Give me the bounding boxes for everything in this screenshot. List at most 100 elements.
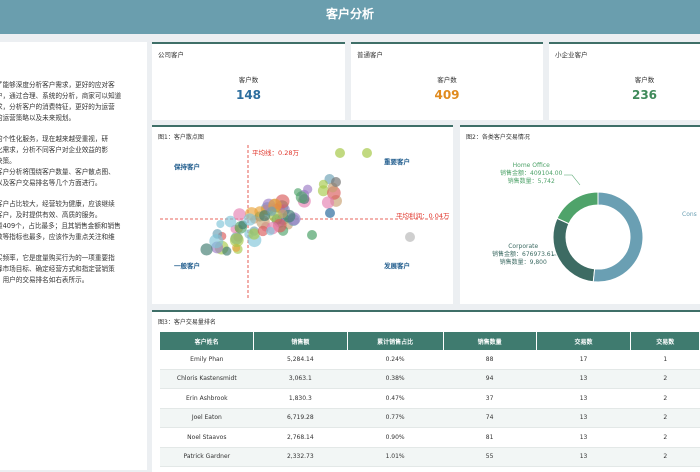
table-cell: Patrick Gardner (160, 447, 254, 467)
column-header: 交易数 (536, 332, 631, 350)
bubble (331, 177, 341, 187)
table-panel: 图3：客户交易量排名 客户姓名销售额累计销售占比销售数量交易数交易数 Emily… (152, 310, 700, 472)
table-cell: 13 (536, 389, 631, 409)
kpi-label: 客户数 (351, 74, 543, 84)
donut-segment (593, 192, 643, 282)
paragraph: 了能够深度分析客户需求，更好的应对客户，通过合理、系统的分析，商家可以知道求，分… (0, 80, 143, 124)
text-line: 择市场目标、确定经营方式和指定营销策 (0, 264, 143, 275)
text-line: 的个性化服务，现在越来越受重视，研 (0, 134, 143, 145)
table-cell: 0.47% (347, 389, 443, 409)
bubble (222, 247, 231, 256)
text-line: 户，通过合理、系统的分析，商家可以知道 (0, 91, 143, 102)
table-row: Sally Hughsby3,376.791.16%93132 (160, 467, 700, 472)
table-cell: Sally Hughsby (160, 467, 254, 472)
kpi-card: 小企业客户 客户数 236 (549, 42, 700, 120)
bubble (319, 180, 328, 189)
title-bar: 客户分析 (0, 0, 700, 34)
table-cell: Emily Phan (160, 350, 254, 369)
bubble (278, 209, 287, 218)
kpi-title: 普通客户 (357, 49, 383, 59)
avg-label: 平均线：0.28万 (252, 147, 299, 157)
table-cell: 81 (443, 428, 536, 448)
table-cell: 1,830.3 (254, 389, 347, 409)
legend-label: Home Office 销售金额：409104.00 销售数量：5,742 (500, 162, 562, 186)
bubble (209, 234, 223, 248)
table-cell: 2,332.73 (254, 447, 347, 467)
text-line: 化需求，分析不同客户对企业效益的影 (0, 145, 143, 156)
bubble (267, 206, 276, 215)
quadrant-label: 保持客户 (174, 163, 200, 172)
table-cell: 13 (536, 428, 631, 448)
quantity-label: 销售数量：5,742 (500, 178, 562, 186)
column-header: 累计销售占比 (347, 332, 443, 350)
table-cell: 2 (631, 447, 700, 467)
table-cell: 13 (536, 447, 631, 467)
scatter-panel: 图1：客户散点图 平均线：0.28万 平均利润：0.04万 保持客户 重要客户 … (152, 125, 453, 304)
table-cell: 6,719.28 (254, 408, 347, 428)
table-cell: 13 (536, 467, 631, 472)
amount-label: 销售金额：676973.61 (492, 251, 554, 259)
kpi-label: 客户数 (569, 74, 700, 84)
intro-panel: 了能够深度分析客户需求，更好的应对客户，通过合理、系统的分析，商家可以知道求，分… (0, 42, 147, 470)
paragraph: 买频率，它是度量购买行为的一项重要指择市场目标、确定经营方式和指定营销策，用户的… (0, 253, 143, 286)
category-label: Cons (682, 211, 697, 219)
kpi-label: 客户数 (152, 74, 345, 84)
category-label: Home Office (500, 162, 562, 170)
text-line: 求，分析客户的消费特征，更好的为运营 (0, 102, 143, 113)
text-line: 了能够深度分析客户需求，更好的应对客 (0, 80, 143, 91)
kpi-value: 409 (351, 88, 543, 102)
table-cell: 37 (443, 389, 536, 409)
donut-segment (557, 192, 598, 224)
text-line: ，用户的交易排名如右表所示。 (0, 275, 143, 286)
table-cell: 2 (631, 408, 700, 428)
table-cell: Erin Ashbrook (160, 389, 254, 409)
kpi-card: 普通客户 客户数 409 (351, 42, 543, 120)
text-line: 客户分析将围绕客户数量、客户散点图、 (0, 167, 143, 178)
table-cell: 5,284.14 (254, 350, 347, 369)
quadrant-label: 重要客户 (384, 158, 410, 167)
text-line: 决策。 (0, 156, 143, 167)
table-cell: 13 (536, 369, 631, 389)
text-line: 客户占比较大，经营较为健康，应该继续 (0, 199, 143, 210)
bubble (325, 208, 335, 218)
column-header: 客户姓名 (160, 332, 254, 350)
donut-panel: 图2：各类客户交易情况 Home Office 销售金额：409104.00 销… (460, 125, 700, 304)
kpi-value: 236 (569, 88, 700, 102)
table-cell: 2 (631, 428, 700, 448)
paragraph: 的个性化服务，现在越来越受重视，研化需求，分析不同客户对企业效益的影决策。客户分… (0, 134, 143, 189)
bubble (405, 232, 415, 242)
table-cell: 17 (536, 350, 631, 369)
quadrant-label: 发展客户 (384, 262, 410, 271)
text-line: 客户，及时提供有效、高质的服务。 (0, 210, 143, 221)
avg-label: 平均利润：0.04万 (396, 210, 449, 220)
table-cell: Noel Staavos (160, 428, 254, 448)
table-cell: Joel Eaton (160, 408, 254, 428)
quantity-label: 销售数量：9,800 (492, 259, 554, 267)
bubble (303, 185, 312, 194)
table-cell: 2 (631, 389, 700, 409)
bubble (322, 196, 334, 208)
kpi-title: 小企业客户 (555, 49, 588, 59)
table-cell: Chloris Kastensmidt (160, 369, 254, 389)
table-cell: 55 (443, 447, 536, 467)
legend-label: Corporate 销售金额：676973.61 销售数量：9,800 (492, 243, 554, 267)
bubble (307, 230, 317, 240)
leader-line (564, 175, 580, 185)
table-cell: 0.38% (347, 369, 443, 389)
table-cell: 2 (631, 369, 700, 389)
column-header: 交易数 (631, 332, 700, 350)
donut-segment (553, 218, 595, 281)
kpi-title: 公司客户 (158, 49, 184, 59)
table-cell: 13 (536, 408, 631, 428)
bubble (335, 148, 345, 158)
text-line: 数等指标也最多，应该作为重点关注和维 (0, 232, 143, 243)
kpi-card: 公司客户 客户数 148 (152, 42, 345, 120)
bubble (216, 220, 224, 228)
table-cell: 1 (631, 350, 700, 369)
paragraph: 客户占比较大，经营较为健康，应该继续客户，及时提供有效、高质的服务。量409个，… (0, 199, 143, 243)
